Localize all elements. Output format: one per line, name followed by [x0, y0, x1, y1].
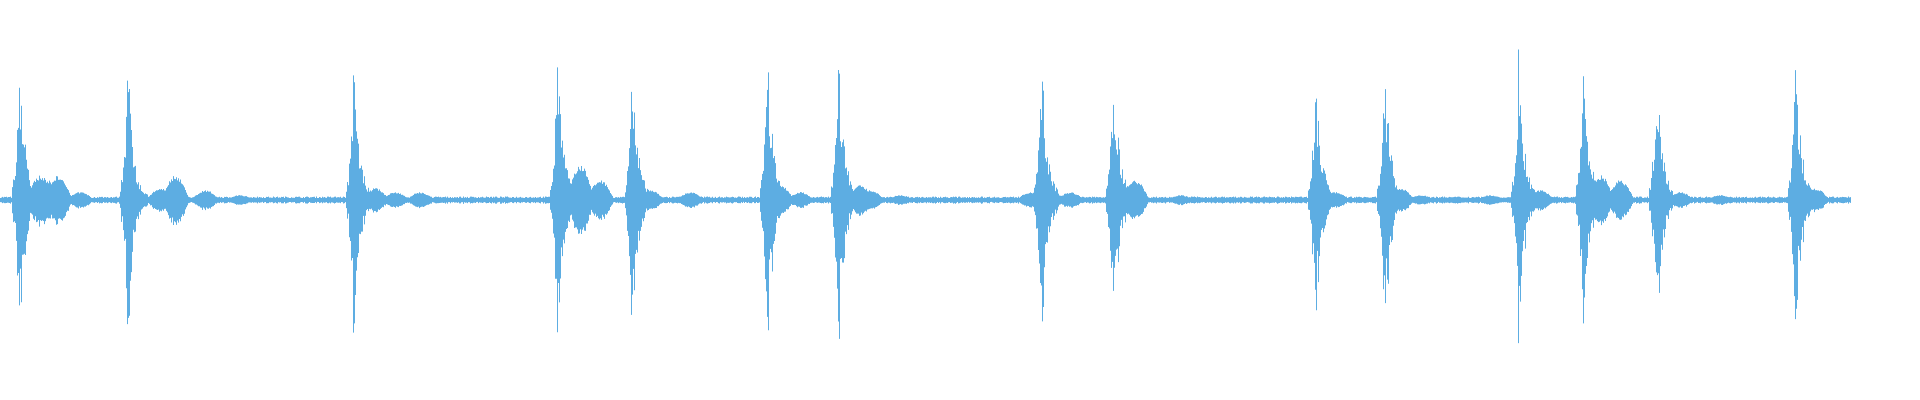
waveform-path — [0, 49, 1851, 344]
